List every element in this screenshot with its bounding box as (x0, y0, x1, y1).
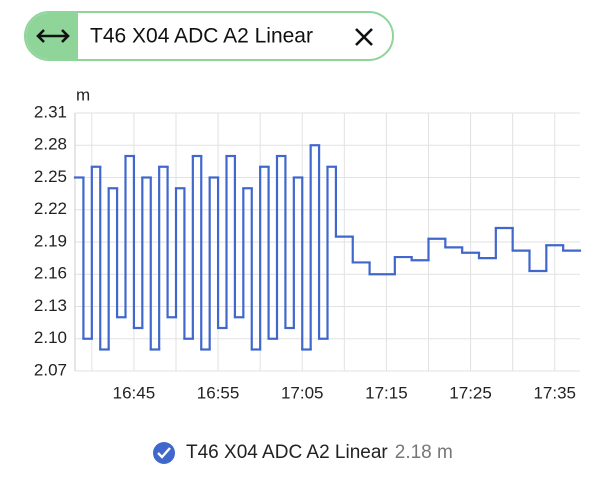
x-tick-label: 17:35 (533, 383, 576, 402)
y-tick-label: 2.13 (34, 296, 67, 315)
y-tick-label: 2.22 (34, 199, 67, 218)
y-tick-label: 2.07 (34, 360, 67, 379)
x-tick-label: 17:25 (449, 383, 492, 402)
chip-label: T46 X04 ADC A2 Linear (90, 25, 313, 48)
entity-chip[interactable]: T46 X04 ADC A2 Linear (24, 11, 394, 61)
y-tick-label: 2.31 (34, 102, 67, 121)
x-tick-label: 17:15 (365, 383, 408, 402)
plot: 2.07 2.10 2.13 2.16 2.19 2.22 2.25 2.28 2.31 16:4… (34, 102, 582, 402)
legend-label: T46 X04 ADC A2 Linear (186, 442, 388, 463)
y-tick-label: 2.25 (34, 167, 67, 186)
y-axis-unit: m (76, 85, 90, 104)
legend[interactable]: T46 X04 ADC A2 Linear 2.18 m (153, 442, 453, 464)
chip-outline (24, 11, 394, 61)
y-tick-label: 2.16 (34, 264, 67, 283)
y-tick-label: 2.10 (34, 328, 67, 347)
x-tick-label: 17:05 (281, 383, 324, 402)
x-tick-label: 16:55 (197, 383, 240, 402)
x-tick-label: 16:45 (113, 383, 156, 402)
resize-icon (36, 29, 70, 43)
y-tick-label: 2.19 (34, 231, 67, 250)
y-tick-label: 2.28 (34, 135, 67, 154)
check-mark (157, 447, 171, 459)
close-icon[interactable] (355, 28, 373, 46)
legend-state: 2.18 m (395, 442, 453, 463)
